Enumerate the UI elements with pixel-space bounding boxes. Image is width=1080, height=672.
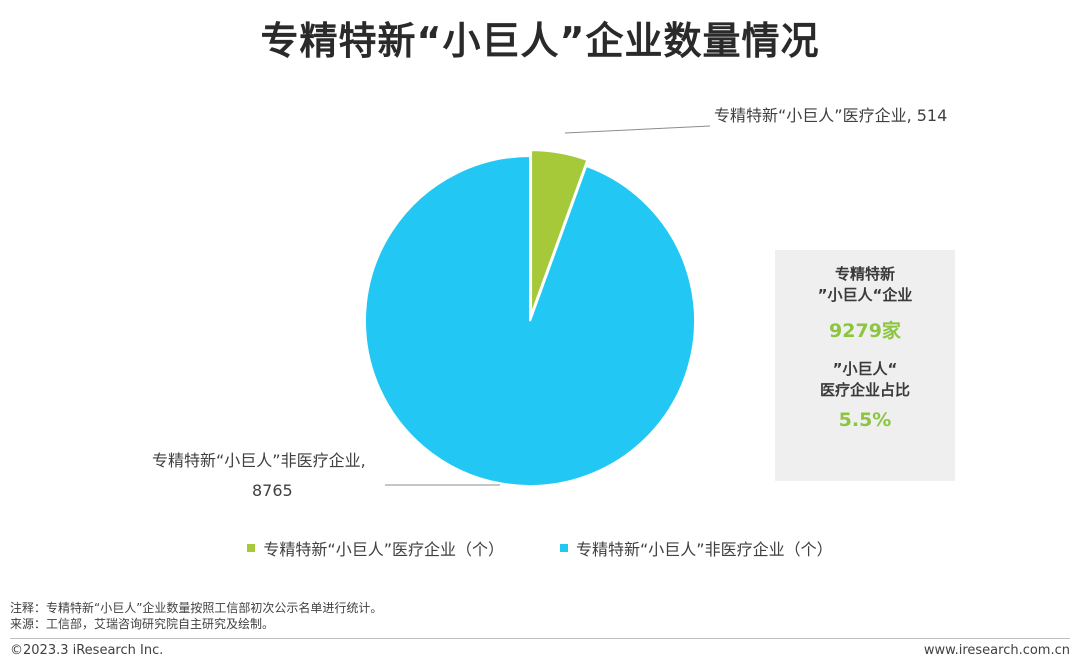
legend-swatch-medical — [247, 544, 256, 552]
copyright: ©2023.3 iResearch Inc. — [10, 643, 164, 658]
share-value: 5.5% — [838, 409, 892, 431]
notes: 注释：专精特新“小巨人”企业数量按照工信部初次公示名单进行统计。 来源：工信部，… — [10, 600, 382, 632]
legend-swatch-non-medical — [560, 544, 568, 552]
total-label-line1: 专精特新 — [834, 265, 895, 283]
callout-non-medical-line1: 专精特新“小巨人”非医疗企业, — [152, 451, 366, 470]
total-label-line2: ”小巨人“企业 — [817, 286, 913, 304]
share-label-line1: ”小巨人“ — [832, 360, 898, 378]
pie-slice-non-medical — [364, 154, 697, 487]
chart-title: 专精特新“小巨人”企业数量情况 — [260, 19, 820, 63]
summary-box: 专精特新 ”小巨人“企业 9279家 ”小巨人“ 医疗企业占比 5.5% — [775, 250, 955, 481]
note-text: 注释：专精特新“小巨人”企业数量按照工信部初次公示名单进行统计。 — [10, 601, 383, 615]
pie-slices — [364, 149, 697, 487]
legend: 专精特新“小巨人”医疗企业（个） 专精特新“小巨人”非医疗企业（个） — [0, 536, 1080, 560]
callout-non-medical-line2: 8765 — [252, 481, 293, 500]
callout-non-medical: 专精特新“小巨人”非医疗企业, 8765 — [152, 446, 366, 506]
website-link[interactable]: www.iresearch.com.cn — [923, 643, 1070, 658]
share-label-line2: 医疗企业占比 — [819, 381, 910, 399]
callout-medical: 专精特新“小巨人”医疗企业, 514 — [714, 106, 948, 125]
callout-line-medical — [564, 125, 711, 134]
legend-label-medical: 专精特新“小巨人”医疗企业（个） — [263, 540, 504, 559]
footer-divider — [10, 638, 1070, 639]
pie-slice-medical — [530, 149, 589, 316]
legend-label-non-medical: 专精特新“小巨人”非医疗企业（个） — [576, 540, 833, 559]
legend-item-non-medical: 专精特新“小巨人”非医疗企业（个） — [560, 536, 833, 560]
total-value: 9279家 — [829, 320, 901, 342]
source-text: 来源：工信部，艾瑞咨询研究院自主研究及绘制。 — [10, 617, 275, 631]
legend-item-medical: 专精特新“小巨人”医疗企业（个） — [247, 536, 504, 560]
